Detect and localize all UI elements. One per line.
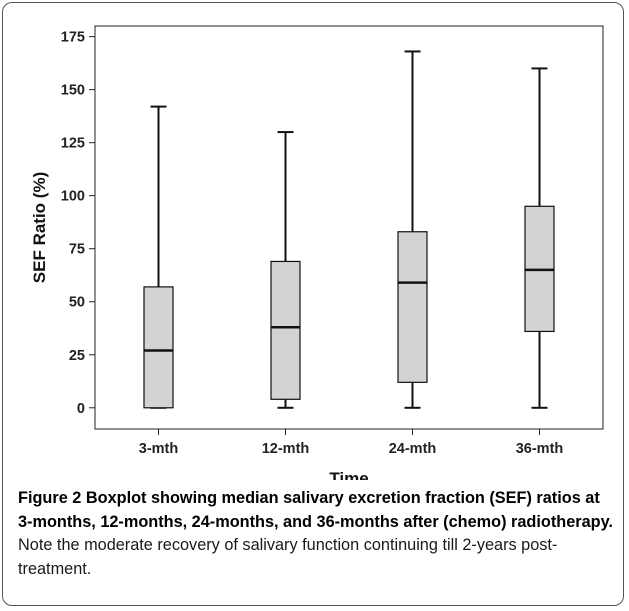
- y-tick-label: 150: [61, 83, 85, 99]
- x-tick-label: 12-mth: [262, 441, 310, 457]
- iqr-box: [270, 260, 301, 400]
- box-24-mth: [397, 50, 428, 409]
- y-tick-label: 100: [61, 189, 85, 205]
- y-tick-label: 125: [61, 136, 85, 152]
- y-axis-title: SEF Ratio (%): [30, 172, 49, 283]
- x-tick-label: 36-mth: [516, 441, 564, 457]
- x-axis: 3-mth 12-mth 24-mth 36-mth: [139, 429, 564, 457]
- box-36-mth: [524, 67, 555, 409]
- x-tick-label: 3-mth: [139, 441, 178, 457]
- boxplot-chart: 0 25 50 75 100 125 150 175 3-mth 12-mth 24-mth 36-…: [30, 25, 604, 480]
- box-3-mth: [143, 105, 174, 409]
- y-tick-label: 25: [69, 348, 85, 364]
- y-tick-label: 75: [69, 242, 85, 258]
- figure-caption: Figure 2 Boxplot showing median salivary…: [18, 487, 618, 581]
- y-axis: 0 25 50 75 100 125 150 175: [61, 30, 95, 417]
- boxes-group: [143, 50, 555, 409]
- x-axis-title: Time: [329, 469, 368, 480]
- caption-normal-text: Note the moderate recovery of salivary f…: [18, 536, 558, 578]
- caption-bold-text: Boxplot showing median salivary excretio…: [18, 489, 613, 531]
- y-tick-label: 0: [77, 401, 85, 417]
- plot-area: [94, 25, 604, 430]
- y-tick-label: 175: [61, 30, 85, 46]
- box-12-mth: [270, 131, 301, 409]
- x-tick-label: 24-mth: [389, 441, 437, 457]
- iqr-box: [143, 286, 174, 409]
- iqr-box: [397, 231, 428, 383]
- caption-label: Figure 2: [18, 489, 82, 507]
- y-tick-label: 50: [69, 295, 85, 311]
